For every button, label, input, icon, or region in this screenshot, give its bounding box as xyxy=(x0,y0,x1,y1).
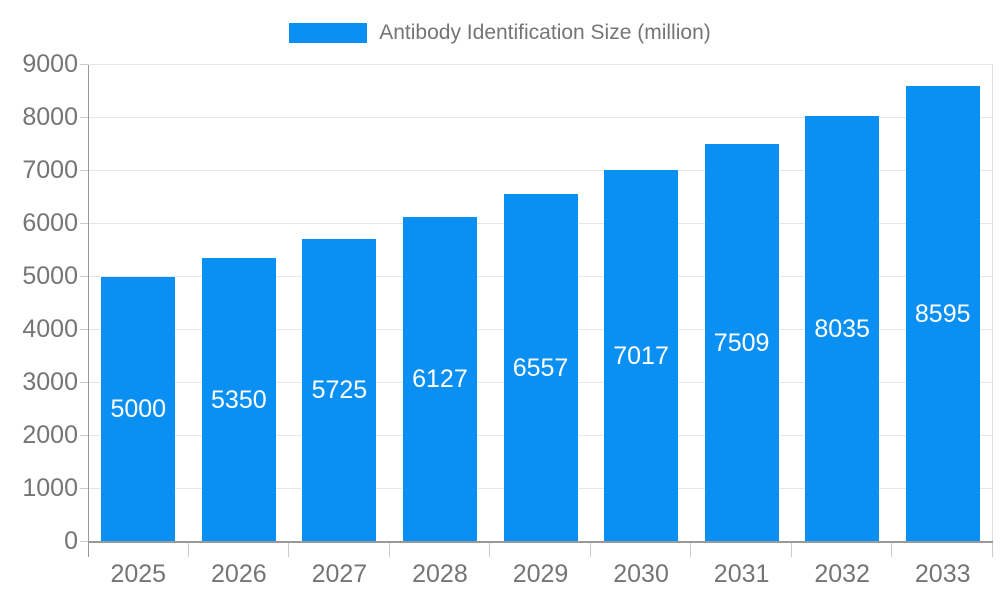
y-axis-tick xyxy=(80,435,88,436)
plot-right-border xyxy=(992,65,993,542)
legend-swatch xyxy=(289,23,368,43)
bar-value-label: 6557 xyxy=(512,353,569,382)
y-axis-tick xyxy=(80,276,88,277)
x-axis-tick-label: 2032 xyxy=(814,560,870,588)
x-axis-tick xyxy=(288,542,290,557)
x-axis-tick xyxy=(589,542,591,557)
x-axis-tick-label: 2030 xyxy=(613,560,669,588)
y-axis-tick xyxy=(80,329,88,330)
y-axis-tick-label: 2000 xyxy=(22,421,78,449)
x-axis-tick xyxy=(992,542,993,557)
bar-value-label: 8035 xyxy=(814,314,870,343)
y-axis-tick-label: 0 xyxy=(64,527,78,555)
x-axis-tick-label: 2031 xyxy=(713,560,770,588)
y-axis-tick xyxy=(80,117,88,118)
x-axis-tick xyxy=(690,542,692,557)
legend-item[interactable]: Antibody Identification Size (million) xyxy=(289,21,711,45)
y-axis-line xyxy=(88,65,89,557)
y-axis-tick-label: 5000 xyxy=(22,262,78,290)
bar-2030[interactable]: 7017 xyxy=(604,170,679,542)
gridline xyxy=(88,64,993,65)
bar-2027[interactable]: 5725 xyxy=(302,238,377,542)
y-axis-tick-label: 3000 xyxy=(22,368,78,396)
y-axis-tick-label: 9000 xyxy=(22,50,78,78)
bar-2025[interactable]: 5000 xyxy=(101,277,176,542)
bar-value-label: 7017 xyxy=(613,341,669,370)
x-axis-tick xyxy=(790,542,792,557)
y-axis-tick-label: 4000 xyxy=(22,315,78,343)
y-axis-tick-label: 8000 xyxy=(22,103,78,131)
bar-2028[interactable]: 6127 xyxy=(402,217,477,542)
y-axis-tick-label: 6000 xyxy=(22,209,78,237)
y-axis-tick-label: 1000 xyxy=(22,474,78,502)
y-axis-tick xyxy=(80,170,88,171)
x-axis-tick-label: 2033 xyxy=(914,560,971,588)
y-axis-tick xyxy=(80,223,88,224)
bar-value-label: 7509 xyxy=(713,328,770,357)
bar-value-label: 5725 xyxy=(311,375,368,404)
bar-value-label: 5350 xyxy=(211,385,267,414)
x-axis-tick xyxy=(891,542,893,557)
x-axis-tick-label: 2025 xyxy=(110,560,167,588)
gridline xyxy=(88,170,993,171)
legend-label: Antibody Identification Size (million) xyxy=(379,21,711,44)
x-axis-line xyxy=(88,541,993,543)
x-axis-tick xyxy=(388,542,390,557)
bar-value-label: 8595 xyxy=(914,299,971,328)
y-axis-tick xyxy=(80,541,88,542)
bar-2029[interactable]: 6557 xyxy=(503,194,578,542)
x-axis-tick xyxy=(187,542,189,557)
y-axis-tick xyxy=(80,488,88,489)
x-axis-tick-label: 2027 xyxy=(311,560,368,588)
x-axis-tick-label: 2029 xyxy=(512,560,569,588)
bar-value-label: 6127 xyxy=(412,365,468,394)
y-axis-tick xyxy=(80,382,88,383)
bar-2032[interactable]: 8035 xyxy=(805,116,880,542)
x-axis-tick-label: 2026 xyxy=(211,560,267,588)
bar-value-label: 5000 xyxy=(110,395,167,423)
bar-2031[interactable]: 7509 xyxy=(704,144,779,542)
y-axis-tick xyxy=(80,64,88,65)
legend: Antibody Identification Size (million) xyxy=(0,14,1000,52)
x-axis-tick xyxy=(489,542,491,557)
bar-2026[interactable]: 5350 xyxy=(201,258,276,542)
bar-2033[interactable]: 8595 xyxy=(905,86,980,542)
x-axis-tick-label: 2028 xyxy=(412,560,468,588)
gridline xyxy=(88,117,993,118)
y-axis-tick-label: 7000 xyxy=(22,156,78,184)
